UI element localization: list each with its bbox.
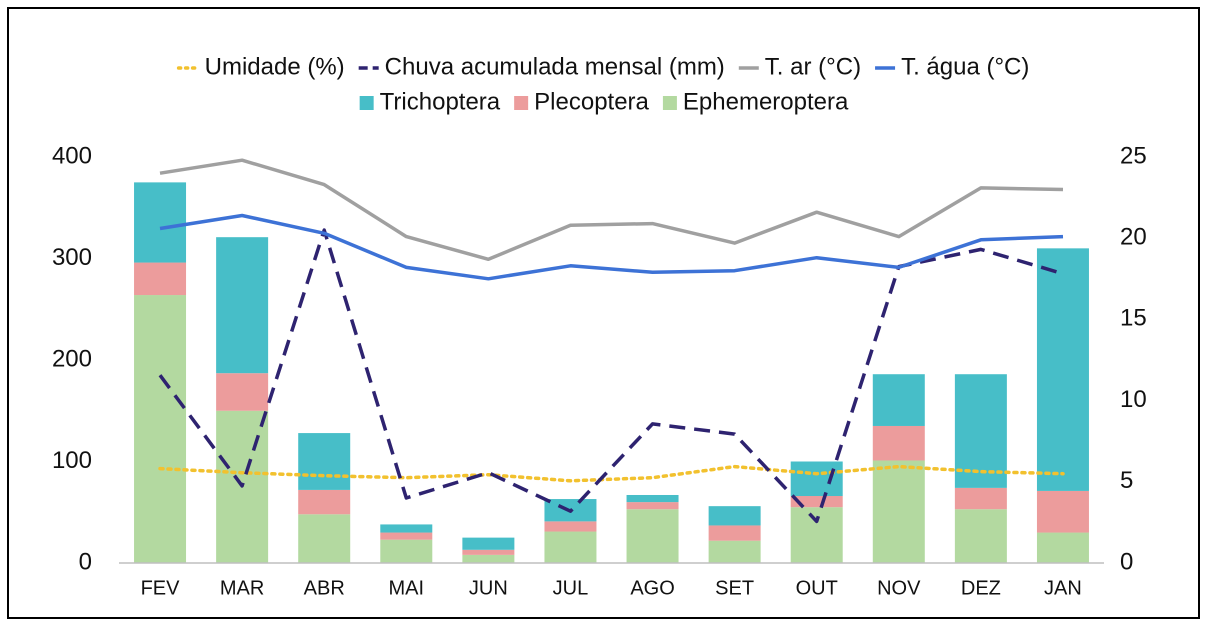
bar-segment	[954, 509, 1007, 563]
bar-segment	[380, 532, 433, 540]
bar-segment	[462, 554, 515, 563]
bar-segment	[1036, 490, 1089, 533]
bar-segment	[872, 460, 925, 563]
legend-label: T. água (°C)	[901, 53, 1029, 80]
x-tick-label: FEV	[141, 577, 181, 599]
bar-segment	[298, 433, 351, 490]
legend-label: Plecoptera	[534, 88, 649, 115]
bar-segment	[134, 262, 187, 296]
bar-segment	[298, 489, 351, 515]
bar-segment	[790, 507, 843, 563]
x-tick-label: JUN	[469, 577, 508, 599]
bar-segment	[544, 521, 597, 532]
x-tick-label: JAN	[1044, 577, 1082, 599]
y-tick-label: 100	[52, 447, 92, 474]
x-tick-label: OUT	[796, 577, 838, 599]
bar-segment	[134, 182, 187, 263]
legend-label: T. ar (°C)	[765, 53, 861, 80]
line-series	[159, 158, 1064, 262]
x-tick-label: JUL	[553, 577, 589, 599]
bar-segment	[626, 502, 679, 510]
x-tick-label: DEZ	[961, 577, 1001, 599]
legend-marker	[359, 96, 374, 110]
line-series	[158, 228, 1064, 524]
y2-tick-label: 10	[1120, 386, 1147, 413]
bar-segment	[954, 374, 1007, 488]
legend-label: Umidade (%)	[205, 53, 345, 80]
bar-segment	[708, 525, 761, 541]
y2-tick-label: 5	[1120, 467, 1133, 494]
bar-segment	[1036, 532, 1089, 563]
y2-tick-label: 25	[1120, 142, 1147, 169]
bar-segment	[216, 373, 269, 411]
bar-segment	[380, 524, 433, 533]
y-tick-label: 200	[52, 345, 92, 372]
y2-tick-label: 15	[1120, 305, 1147, 332]
legend-row: Umidade (%) Chuva acumulada mensal (mm) T.…	[176, 53, 1029, 80]
bar-segment	[462, 537, 515, 550]
bar-segment	[380, 539, 433, 563]
x-tick-label: NOV	[877, 577, 921, 599]
y2-tick-label: 20	[1120, 224, 1147, 251]
legend-label: Trichoptera	[380, 88, 501, 115]
bar-segment	[544, 531, 597, 563]
x-tick-label: MAI	[389, 577, 425, 599]
y2-tick-label: 0	[1120, 548, 1133, 575]
legend-label: Chuva acumulada mensal (mm)	[385, 53, 725, 80]
bar-segment	[626, 509, 679, 563]
bar-segment	[462, 549, 515, 555]
y-tick-label: 400	[52, 142, 92, 169]
bar-segment	[626, 494, 679, 503]
legend-row: Trichoptera Plecoptera Ephemeroptera	[359, 88, 849, 115]
x-tick-label: SET	[715, 577, 754, 599]
legend-marker	[514, 96, 529, 110]
bar-segment	[708, 540, 761, 563]
bar-segment	[790, 461, 843, 497]
bar-segment	[954, 487, 1007, 510]
legend-marker	[662, 96, 677, 110]
legend-label: Ephemeroptera	[683, 88, 849, 115]
bar-segment	[872, 425, 925, 461]
y-tick-label: 300	[52, 244, 92, 271]
bar-segment	[708, 506, 761, 526]
bar-segment	[298, 514, 351, 563]
bar-segment	[790, 496, 843, 508]
bar-segment	[134, 295, 187, 563]
y-tick-label: 0	[79, 548, 92, 575]
line-series	[159, 213, 1064, 281]
bar-segment	[872, 374, 925, 426]
x-tick-label: AGO	[630, 577, 674, 599]
x-tick-label: ABR	[304, 577, 345, 599]
bar-segment	[216, 237, 269, 374]
x-tick-label: MAR	[220, 577, 264, 599]
line-series	[158, 464, 1065, 483]
bar-segment	[1036, 248, 1089, 491]
